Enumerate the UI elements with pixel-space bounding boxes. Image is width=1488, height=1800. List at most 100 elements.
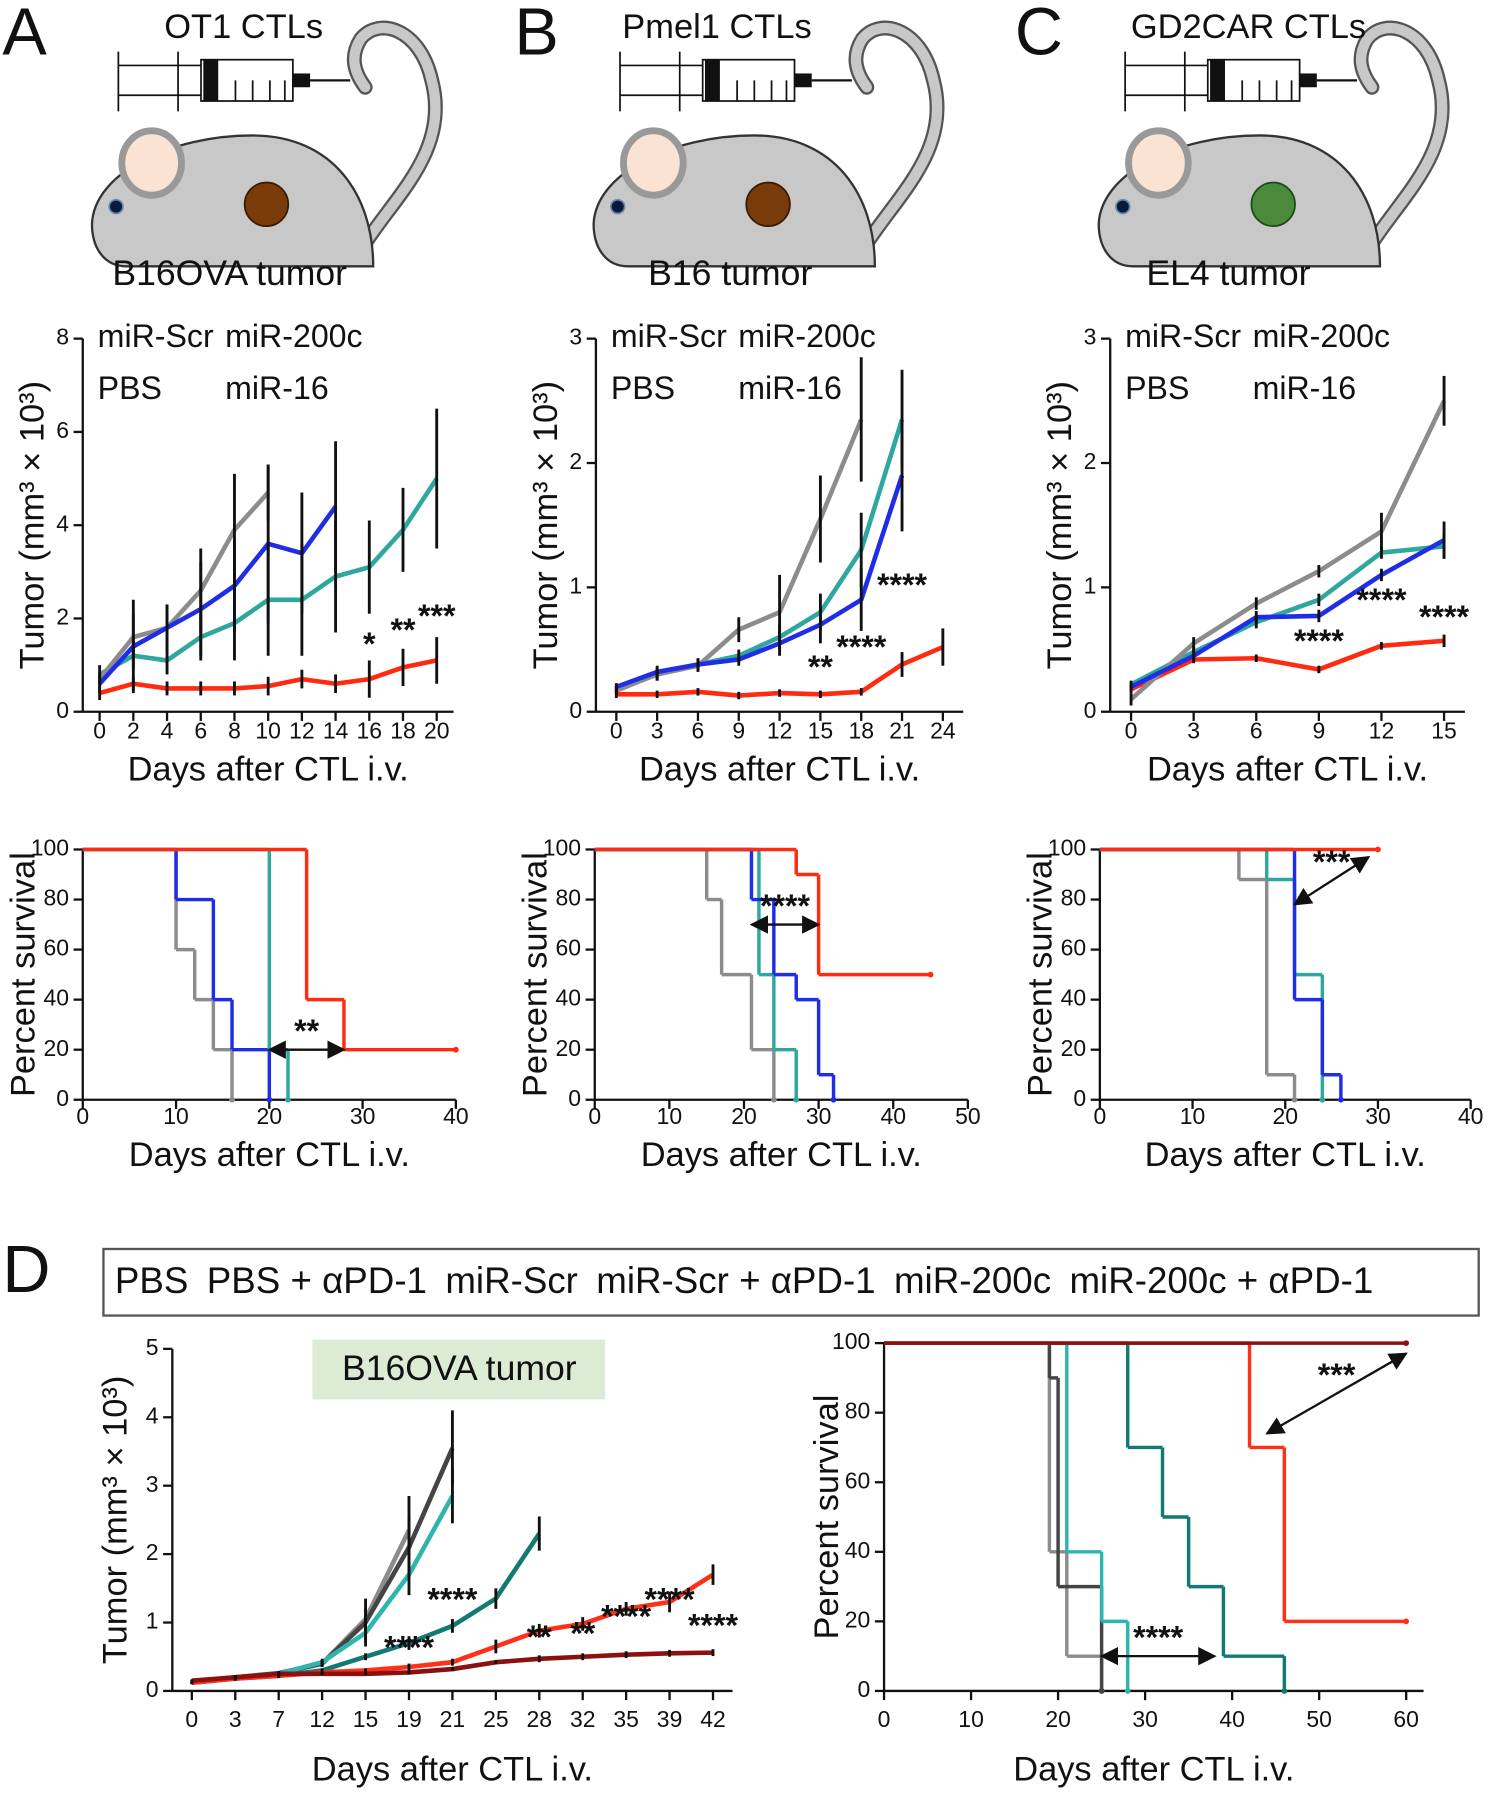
x-axis-label: Days after CTL i.v. — [639, 751, 920, 789]
x-tick-label: 3 — [651, 717, 664, 743]
significance-label: ** — [527, 1619, 553, 1655]
significance-label: **** — [836, 629, 887, 665]
x-axis-label: Days after CTL i.v. — [1147, 751, 1428, 789]
y-tick-label: 3 — [569, 324, 582, 350]
y-tick-label: 40 — [845, 1537, 871, 1563]
x-axis-label: Days after CTL i.v. — [312, 1750, 593, 1788]
x-tick-label: 0 — [93, 717, 106, 743]
x-tick-label: 0 — [1125, 717, 1138, 743]
series-line — [615, 474, 905, 690]
y-tick-label: 100 — [832, 1328, 870, 1354]
series-line — [97, 491, 270, 681]
x-tick-label: 20 — [731, 1103, 757, 1129]
x-tick-label: 12 — [289, 717, 315, 743]
legend-entry: miR-16 — [225, 370, 329, 406]
panel-letter: C — [1015, 0, 1063, 69]
y-axis-label: Percent survival — [808, 1395, 846, 1640]
x-axis-label: Days after CTL i.v. — [1013, 1750, 1294, 1788]
x-tick-label: 30 — [806, 1103, 832, 1129]
series-line — [1130, 638, 1445, 692]
y-tick-label: 20 — [43, 1035, 69, 1061]
x-tick-label: 30 — [1132, 1706, 1158, 1732]
y-axis-label: Percent survival — [1022, 852, 1060, 1097]
x-tick-label: 50 — [1306, 1706, 1332, 1732]
x-tick-label: 0 — [588, 1103, 601, 1129]
survival-end — [1338, 1096, 1344, 1103]
x-tick-label: 35 — [613, 1706, 639, 1732]
y-tick-label: 4 — [56, 510, 69, 536]
y-tick-label: 1 — [569, 572, 582, 598]
y-tick-label: 0 — [1084, 697, 1097, 723]
survival-end — [1281, 1688, 1288, 1694]
survival-end — [229, 1096, 235, 1103]
x-tick-label: 40 — [443, 1103, 469, 1129]
survival-end — [1291, 1096, 1298, 1103]
y-tick-label: 8 — [56, 324, 69, 350]
tumor-label: B16OVA tumor — [112, 253, 347, 293]
survival-end — [452, 1046, 459, 1053]
x-tick-label: 30 — [1365, 1103, 1391, 1129]
significance-label: **** — [688, 1607, 739, 1643]
x-tick-label: 40 — [1458, 1103, 1484, 1129]
x-tick-label: 10 — [958, 1706, 984, 1732]
x-axis-label: Days after CTL i.v. — [641, 1136, 922, 1174]
y-tick-label: 0 — [569, 697, 582, 723]
y-tick-label: 2 — [1084, 448, 1097, 474]
series-line — [1130, 544, 1445, 687]
legend-entry: PBS — [611, 370, 675, 406]
tumor-icon — [243, 181, 290, 228]
y-tick-label: 5 — [146, 1334, 159, 1360]
y-tick-label: 60 — [43, 935, 69, 961]
x-tick-label: 42 — [700, 1706, 726, 1732]
x-tick-label: 0 — [76, 1103, 89, 1129]
y-tick-label: 0 — [146, 1676, 159, 1702]
panel-letter: D — [2, 1233, 50, 1307]
x-tick-label: 20 — [1045, 1706, 1071, 1732]
legend-entry: PBS + αPD-1 — [207, 1260, 427, 1301]
significance-label: * — [363, 626, 376, 662]
y-tick-label: 60 — [1061, 935, 1087, 961]
x-tick-label: 12 — [309, 1706, 335, 1732]
y-tick-label: 2 — [56, 604, 69, 630]
significance-label: ** — [294, 1013, 320, 1049]
legend-entry: PBS — [1125, 370, 1189, 406]
x-tick-label: 50 — [955, 1103, 981, 1129]
y-tick-label: 0 — [56, 697, 69, 723]
y-tick-label: 4 — [146, 1402, 159, 1428]
y-axis-label: Percent survival — [4, 852, 42, 1097]
series-line — [1130, 538, 1446, 689]
y-tick-label: 80 — [43, 885, 69, 911]
significance-label: **** — [877, 567, 928, 603]
x-tick-label: 12 — [767, 717, 793, 743]
survival-end — [285, 1096, 291, 1103]
x-tick-label: 24 — [930, 717, 956, 743]
legend-entry: miR-Scr — [98, 318, 214, 354]
x-tick-label: 3 — [1187, 717, 1200, 743]
legend-entry: PBS — [98, 370, 162, 406]
series-line — [1129, 399, 1447, 702]
x-tick-label: 8 — [228, 717, 241, 743]
x-tick-label: 10 — [255, 717, 281, 743]
survival-end — [1403, 1340, 1410, 1346]
y-tick-label: 1 — [1084, 572, 1097, 598]
cell-label: OT1 CTLs — [164, 8, 323, 46]
x-axis-label: Days after CTL i.v. — [129, 1136, 410, 1174]
x-tick-label: 4 — [161, 717, 174, 743]
significance-label: **** — [384, 1629, 435, 1665]
legend-entry: miR-Scr — [611, 318, 727, 354]
x-tick-label: 18 — [390, 717, 416, 743]
x-tick-label: 20 — [1273, 1103, 1299, 1129]
legend-entry: miR-200c — [225, 318, 362, 354]
y-tick-label: 100 — [543, 835, 581, 861]
x-axis-label: Days after CTL i.v. — [1145, 1136, 1426, 1174]
x-tick-label: 21 — [440, 1706, 466, 1732]
x-tick-label: 6 — [1250, 717, 1263, 743]
y-axis-label: Tumor (mm³ × 10³) — [96, 1376, 134, 1664]
x-tick-label: 25 — [483, 1706, 509, 1732]
y-axis-label: Percent survival — [516, 852, 554, 1097]
survival-end — [1098, 1688, 1105, 1694]
survival-end — [793, 1096, 800, 1103]
y-tick-label: 20 — [555, 1035, 581, 1061]
y-tick-label: 2 — [569, 448, 582, 474]
